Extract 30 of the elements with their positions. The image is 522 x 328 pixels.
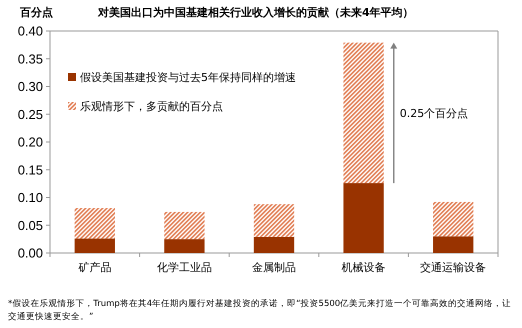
text: *假设在乐观情形下，Trump将在其4年任期内履行对基建投资的承诺，即“投资5500亿美元来打造一个可靠高效的交通网络，让交通更快速更安全。” (8, 298, 512, 324)
x-tick-label: 金属制品 (252, 261, 296, 274)
chart-title: 对美国出口为中国基建相关行业收入增长的贡献（未来4年平均） (97, 6, 414, 19)
y-tick-label: 0.15 (18, 162, 43, 178)
y-tick-label: 0.40 (18, 24, 43, 38)
x-tick-label: 交通运输设备 (420, 261, 486, 274)
y-axis-title: 百分点 (19, 6, 53, 19)
y-tick-label: 0.35 (18, 51, 43, 66)
y-tick-label: 0.25 (18, 106, 43, 122)
bar (164, 212, 205, 240)
bar (433, 202, 474, 236)
annotation: 0.25个百分点 (400, 106, 468, 120)
bar (254, 204, 294, 237)
y-tick-label: 0.20 (18, 134, 43, 150)
bar (343, 183, 384, 253)
y-tick-label: 0.30 (18, 79, 43, 94)
bar (254, 236, 294, 253)
legend-label: 假设美国基建投资与过去5年保持同样的增速 (80, 71, 296, 84)
bar (74, 208, 115, 239)
y-tick-label: 0.00 (18, 246, 43, 260)
x-tick-label: 化学工业品 (156, 261, 212, 274)
legend-label: 乐观情形下，多贡献的百分点 (80, 100, 223, 113)
bar (164, 239, 205, 253)
x-tick-label: 机械设备 (342, 261, 386, 274)
bar (74, 238, 115, 253)
bar (343, 42, 384, 184)
y-tick-label: 0.10 (18, 190, 43, 205)
x-tick-label: 矿产品 (77, 261, 112, 274)
y-tick-label: 0.05 (18, 218, 43, 233)
bar (433, 236, 474, 253)
